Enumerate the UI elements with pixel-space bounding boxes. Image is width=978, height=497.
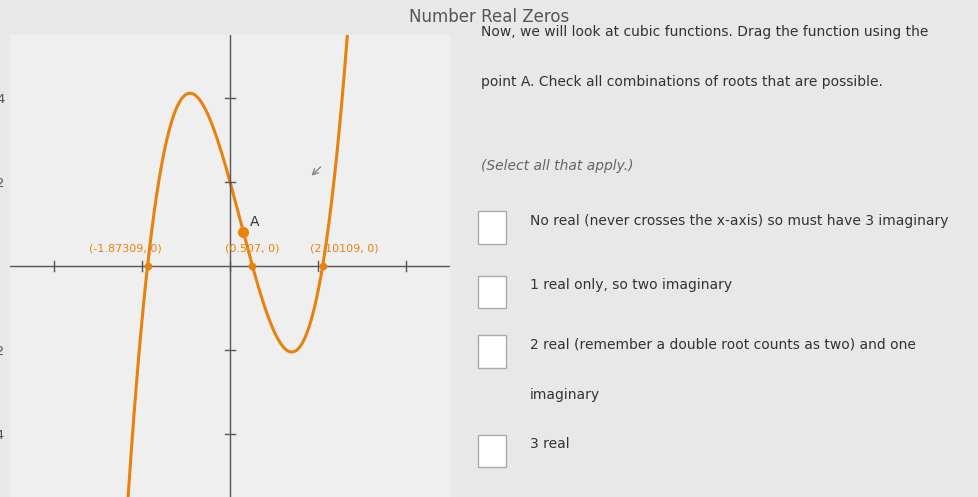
FancyBboxPatch shape [478,276,506,308]
Text: A: A [249,215,259,229]
Text: point A. Check all combinations of roots that are possible.: point A. Check all combinations of roots… [480,75,882,88]
FancyBboxPatch shape [478,211,506,244]
Text: (0.507, 0): (0.507, 0) [225,244,280,253]
Text: Number Real Zeros: Number Real Zeros [409,8,569,26]
Text: (-1.87309, 0): (-1.87309, 0) [89,244,161,253]
Text: imaginary: imaginary [530,388,600,402]
FancyBboxPatch shape [478,435,506,467]
Text: No real (never crosses the x-axis) so must have 3 imaginary: No real (never crosses the x-axis) so mu… [530,214,948,228]
Text: Now, we will look at cubic functions. Drag the function using the: Now, we will look at cubic functions. Dr… [480,25,927,39]
Text: (2.10109, 0): (2.10109, 0) [310,244,378,253]
Text: (Select all that apply.): (Select all that apply.) [480,159,633,173]
Text: 3 real: 3 real [530,437,569,451]
FancyBboxPatch shape [478,335,506,368]
Text: 2 real (remember a double root counts as two) and one: 2 real (remember a double root counts as… [530,338,915,352]
Text: 1 real only, so two imaginary: 1 real only, so two imaginary [530,278,732,292]
